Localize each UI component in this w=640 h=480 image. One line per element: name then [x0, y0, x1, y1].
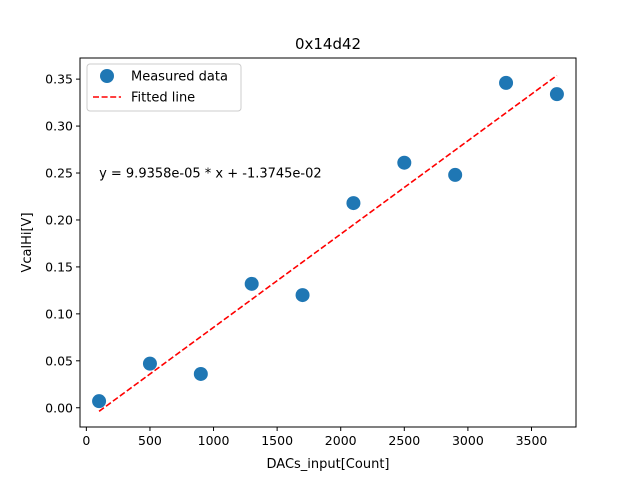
- y-tick-label: 0.35: [45, 72, 73, 87]
- y-tick-label: 0.05: [45, 353, 73, 368]
- legend-label-measured: Measured data: [131, 70, 228, 85]
- annotations: y = 9.9358e-05 * x + -1.3745e-02: [99, 167, 322, 182]
- x-tick-label: 3000: [452, 433, 484, 448]
- data-point: [346, 196, 361, 211]
- x-tick-label: 1000: [198, 433, 230, 448]
- data-point: [92, 394, 107, 409]
- axes: 0 500 1000 1500 2000 2500 3000 3500 0.00 0.05 0.10…: [45, 72, 547, 448]
- y-axis-label: VcalHi[V]: [20, 212, 35, 272]
- y-tick-label: 0.30: [45, 119, 73, 134]
- legend: Measured data Fitted line: [86, 63, 242, 112]
- plot-marks: [92, 74, 564, 412]
- data-point: [244, 276, 259, 291]
- x-tick-label: 2500: [388, 433, 420, 448]
- x-tick-label: 0: [82, 433, 90, 448]
- data-point: [295, 288, 310, 303]
- x-tick-label: 3500: [516, 433, 548, 448]
- fit-equation-annotation: y = 9.9358e-05 * x + -1.3745e-02: [99, 167, 322, 182]
- y-tick-label: 0.25: [45, 166, 73, 181]
- data-point: [549, 87, 564, 102]
- data-point: [448, 167, 463, 182]
- y-tick-label: 0.10: [45, 306, 73, 321]
- legend-label-fitted: Fitted line: [131, 91, 195, 106]
- legend-marker-measured: [100, 69, 114, 83]
- data-point: [499, 75, 514, 90]
- plot-border: [79, 57, 577, 428]
- data-point: [142, 356, 157, 371]
- chart-title: 0x14d42: [295, 35, 361, 53]
- data-point: [193, 366, 208, 381]
- y-tick-label: 0.20: [45, 212, 73, 227]
- data-point: [397, 155, 412, 170]
- y-tick-label: 0.15: [45, 259, 73, 274]
- x-axis-label: DACs_input[Count]: [267, 457, 390, 472]
- fitted-line: [98, 74, 558, 412]
- x-tick-label: 500: [138, 433, 162, 448]
- y-tick-label: 0.00: [45, 400, 73, 415]
- x-tick-label: 1500: [261, 433, 293, 448]
- legend-box: [86, 63, 242, 112]
- x-tick-label: 2000: [325, 433, 357, 448]
